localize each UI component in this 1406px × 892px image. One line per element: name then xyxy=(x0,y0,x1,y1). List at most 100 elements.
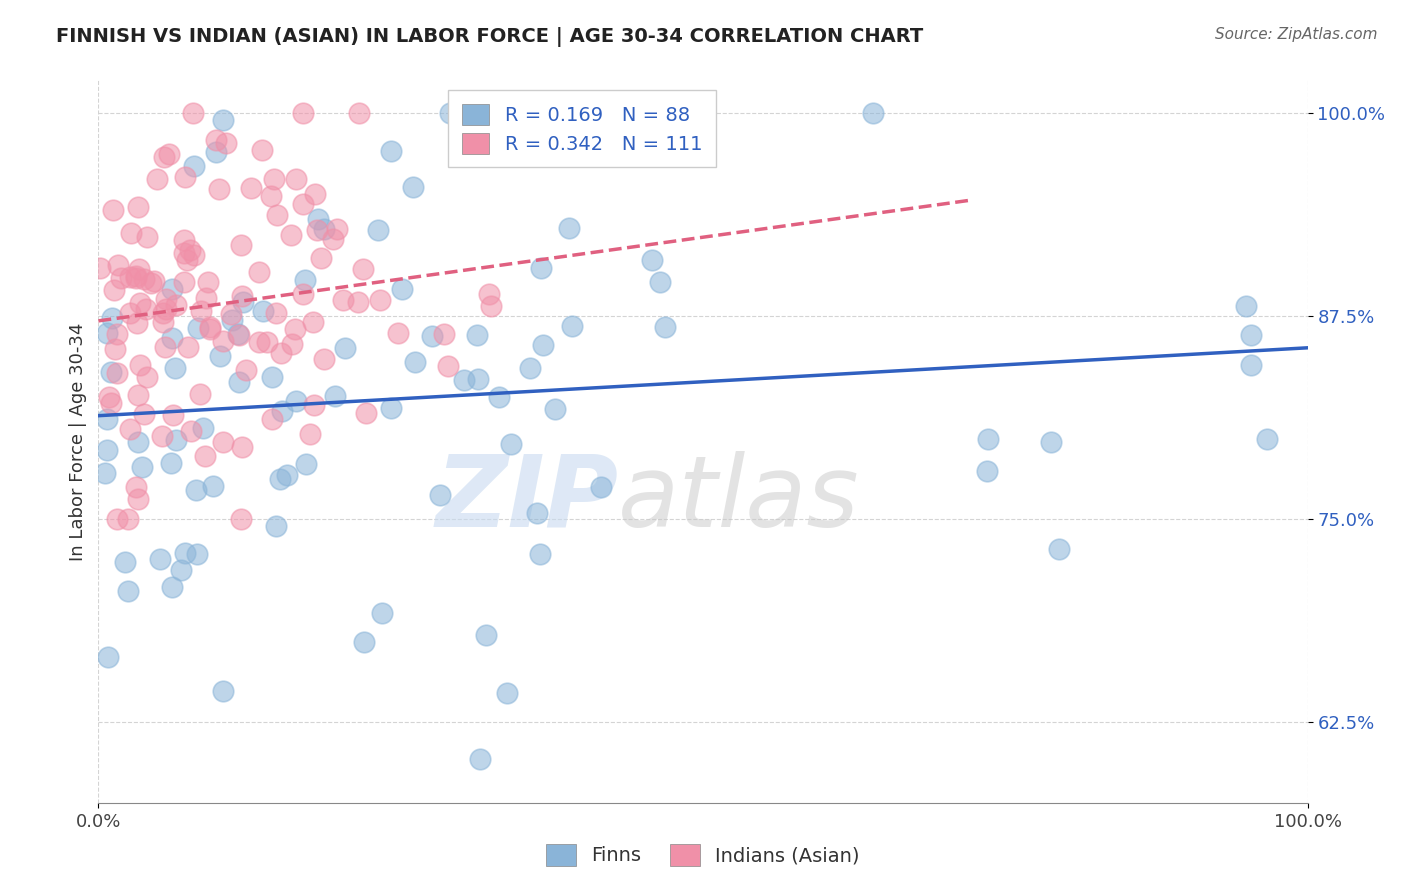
Point xyxy=(533,338,555,352)
Point xyxy=(120,306,142,320)
Point xyxy=(228,327,250,342)
Point xyxy=(125,480,148,494)
Point xyxy=(475,628,498,642)
Point xyxy=(204,133,226,147)
Point xyxy=(530,261,553,276)
Point xyxy=(468,752,491,766)
Point xyxy=(519,361,541,376)
Point xyxy=(654,319,676,334)
Point xyxy=(131,459,153,474)
Point xyxy=(129,358,152,372)
Point xyxy=(294,273,316,287)
Point xyxy=(215,136,238,151)
Point xyxy=(128,262,150,277)
Point xyxy=(280,227,302,242)
Point xyxy=(184,483,207,498)
Point xyxy=(96,326,118,341)
Point xyxy=(128,296,150,310)
Point xyxy=(212,684,235,698)
Point xyxy=(162,282,184,296)
Point xyxy=(250,143,273,157)
Point xyxy=(284,394,307,409)
Point xyxy=(165,361,187,376)
Point xyxy=(211,112,233,127)
Point xyxy=(153,149,176,163)
Point xyxy=(284,322,307,336)
Point xyxy=(231,289,253,303)
Point xyxy=(264,519,287,533)
Point xyxy=(263,171,285,186)
Legend: R = 0.169   N = 88, R = 0.342   N = 111: R = 0.169 N = 88, R = 0.342 N = 111 xyxy=(449,90,716,168)
Point xyxy=(270,346,292,360)
Point xyxy=(332,293,354,308)
Point xyxy=(404,355,426,369)
Point xyxy=(433,326,456,341)
Point xyxy=(105,511,128,525)
Point xyxy=(205,145,228,159)
Point xyxy=(977,433,1000,447)
Point xyxy=(179,424,201,438)
Point xyxy=(231,440,253,454)
Point xyxy=(281,337,304,351)
Point xyxy=(104,343,127,357)
Point xyxy=(132,272,155,286)
Point xyxy=(429,488,451,502)
Point xyxy=(162,331,184,345)
Point xyxy=(264,305,287,319)
Point xyxy=(326,222,349,236)
Point xyxy=(1239,328,1261,343)
Point xyxy=(157,146,180,161)
Point xyxy=(439,105,461,120)
Point xyxy=(150,429,173,443)
Point xyxy=(107,366,129,380)
Point xyxy=(110,270,132,285)
Point xyxy=(221,313,243,327)
Point xyxy=(367,223,389,237)
Point xyxy=(266,208,288,222)
Point xyxy=(132,407,155,421)
Text: ZIP: ZIP xyxy=(436,450,619,548)
Point xyxy=(391,282,413,296)
Point xyxy=(436,359,458,374)
Point xyxy=(117,511,139,525)
Point xyxy=(125,268,148,283)
Point xyxy=(478,286,501,301)
Point xyxy=(292,286,315,301)
Point xyxy=(96,443,118,458)
Point xyxy=(260,411,283,425)
Point xyxy=(94,467,117,481)
Point xyxy=(354,406,377,420)
Point xyxy=(103,284,125,298)
Point xyxy=(139,277,162,291)
Point xyxy=(298,427,321,442)
Point xyxy=(152,315,174,329)
Point xyxy=(174,169,197,184)
Point xyxy=(176,253,198,268)
Point xyxy=(101,310,124,325)
Point xyxy=(127,435,149,450)
Point xyxy=(260,188,283,202)
Point xyxy=(640,253,662,268)
Point xyxy=(270,404,292,418)
Point xyxy=(136,230,159,244)
Point xyxy=(200,319,222,334)
Point xyxy=(291,105,314,120)
Point xyxy=(198,321,221,335)
Point xyxy=(228,375,250,389)
Point xyxy=(304,187,326,202)
Point xyxy=(211,334,233,349)
Point xyxy=(173,275,195,289)
Point xyxy=(160,580,183,594)
Point xyxy=(101,203,124,218)
Point xyxy=(155,292,177,306)
Point xyxy=(125,271,148,285)
Point xyxy=(302,398,325,412)
Point xyxy=(302,315,325,329)
Point xyxy=(148,551,170,566)
Point xyxy=(276,468,298,483)
Point xyxy=(262,370,284,384)
Point xyxy=(307,222,329,236)
Point xyxy=(479,299,502,313)
Point xyxy=(177,339,200,353)
Point xyxy=(295,457,318,471)
